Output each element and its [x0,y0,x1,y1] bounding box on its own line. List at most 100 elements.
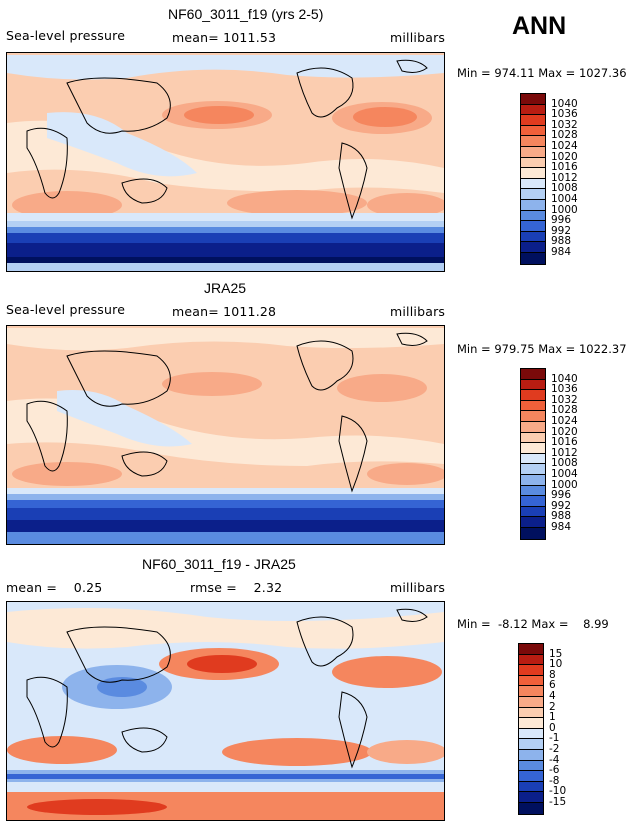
colorbar-swatch [521,231,545,243]
north-atlantic-high-core [353,107,417,127]
colorbar [520,368,546,540]
colorbar-label: 1032 [551,118,578,131]
colorbar-swatch [521,400,545,412]
colorbar-swatch [521,157,545,169]
colorbar-swatch [521,421,545,433]
colorbar-label: 1024 [551,415,578,427]
colorbar-swatch [521,379,545,391]
colorbar-label: 15 [549,647,563,660]
lat-band-996 [7,227,444,233]
north-pacific-high-core [184,106,254,124]
units-label: millibars [390,580,446,595]
colorbar-swatch [521,178,545,190]
minmax-label: Min = 979.75 Max = 1022.37 [457,342,627,356]
colorbar-swatch [521,527,545,539]
colorbar-label: 1 [549,711,556,724]
lat-band-988 [7,233,444,243]
south-indian-high [12,191,122,219]
north-atlantic-high [337,374,427,402]
south-atlantic-high [367,463,444,485]
colorbar-label: 988 [551,510,572,523]
colorbar-swatch [519,792,543,803]
colorbar-label: -8 [549,774,560,787]
colorbar-label: 1008 [551,182,578,195]
colorbar-swatch [521,210,545,222]
colorbar-label: 1020 [551,425,578,438]
lat-band-992 [7,500,444,508]
colorbar-label: 992 [551,224,572,237]
south-indian-anomaly [7,736,117,764]
colorbar-label: 6 [549,679,556,692]
colorbar-label: 1040 [551,97,578,110]
colorbar-swatch [519,696,543,708]
colorbar-label: 984 [551,521,572,533]
colorbar-label: 992 [551,499,572,512]
colorbar-label: 984 [551,246,572,258]
lat-band-1000 [7,494,444,500]
colorbar-label: -4 [549,753,560,766]
colorbar-swatch [521,496,545,507]
colorbar-swatch [521,221,545,232]
south-pacific-high [222,466,352,486]
colorbar-label: 1008 [551,457,578,470]
southern-negative-core [7,774,444,779]
colorbar-label: 10 [549,658,563,671]
colorbar-label: 8 [549,668,556,681]
north-atlantic-anomaly [332,656,442,688]
lat-band-988 [7,508,444,520]
sea-level-pressure-map [6,52,445,272]
colorbar-label: 1024 [551,140,578,152]
colorbar-label: 1012 [551,446,578,459]
coastlines [26,332,428,493]
south-indian-high [12,462,122,486]
colorbar-label: 1020 [551,150,578,163]
antarctic-shelf [7,263,444,271]
colorbar-label: 1028 [551,404,578,417]
colorbar-swatch [519,728,543,740]
antarctic-positive-core [27,799,167,815]
colorbar-label: 1016 [551,436,578,449]
colorbar-swatch [521,517,545,528]
colorbar-label: 996 [551,214,572,227]
variable-label: Sea-level pressure [6,302,126,317]
colorbar-label: 988 [551,235,572,248]
colorbar-swatch [519,718,543,729]
colorbar-label: 1004 [551,468,578,480]
panel-title: NF60_3011_f19 (yrs 2-5) [168,6,324,22]
south-atlantic-anomaly [367,740,444,764]
colorbar-label: -15 [549,796,567,808]
colorbar-swatch [521,104,545,116]
colorbar-swatch [521,474,545,486]
coastlines [26,59,428,220]
colorbar-swatch [521,146,545,158]
colorbar-label: -2 [549,743,560,755]
panel-title: JRA25 [204,280,247,296]
lat-band-984 [7,520,444,532]
colorbar-label: 1016 [551,161,578,174]
minmax-label: Min = 974.11 Max = 1027.36 [457,66,627,80]
antarctic-shelf [7,532,444,544]
lat-band-1004 [7,221,444,227]
indo-pacific-low [57,390,192,447]
colorbar-swatch [521,506,545,518]
north-positive-band [7,608,444,649]
colorbar-swatch [519,654,543,666]
season-label: ANN [512,12,567,40]
colorbar-label: 1036 [551,383,578,396]
colorbar-swatch [521,485,545,497]
north-pacific-high [162,372,262,396]
colorbar-label: -6 [549,764,560,777]
colorbar-swatch [521,453,545,465]
colorbar-swatch [519,739,543,750]
colorbar-swatch [519,749,543,761]
colorbar-swatch [521,411,545,422]
north-pacific-band [7,328,444,351]
colorbar-label: 1000 [551,478,578,491]
variable-label: Sea-level pressure [6,28,126,43]
lat-band-1008 [7,488,444,494]
panel-title: NF60_3011_f19 - JRA25 [142,556,296,572]
colorbar-swatch [519,771,543,782]
south-atlantic-high [367,193,444,217]
colorbar-label: -10 [549,785,567,798]
colorbar-label: 4 [549,690,556,702]
